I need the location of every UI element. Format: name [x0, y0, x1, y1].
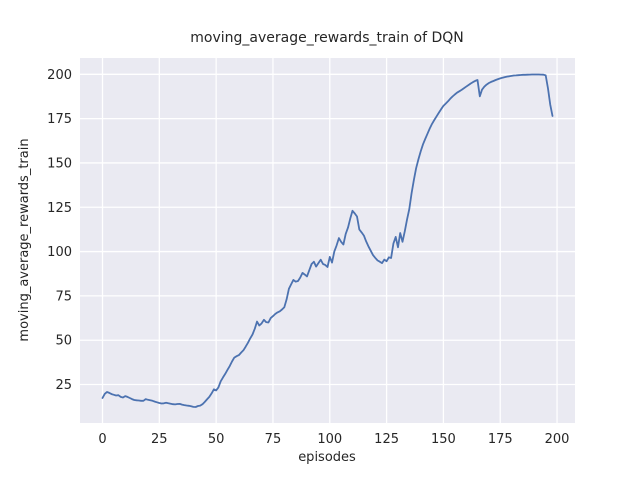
x-tick-label: 50	[208, 432, 225, 447]
y-tick-label: 200	[47, 68, 72, 83]
x-axis-label: episodes	[298, 450, 356, 465]
x-tick-label: 75	[265, 432, 282, 447]
x-tick-label: 200	[545, 432, 570, 447]
y-tick-label: 75	[55, 289, 72, 304]
x-tick-label: 100	[317, 432, 342, 447]
y-tick-label: 175	[47, 112, 72, 127]
tick-label-layer: 0 25 50 75 100 125 150 175 200 25 50 75 100 125 150 175…	[47, 68, 569, 447]
x-tick-label: 0	[98, 432, 106, 447]
x-tick-label: 125	[374, 432, 399, 447]
chart-title: moving_average_rewards_train of DQN	[190, 30, 464, 46]
x-tick-label: 150	[431, 432, 456, 447]
y-axis-label: moving_average_rewards_train	[17, 138, 32, 341]
y-tick-label: 150	[47, 156, 72, 171]
data-line-moving-average-rewards	[101, 73, 554, 408]
y-tick-label: 125	[47, 201, 72, 216]
x-tick-label: 25	[151, 432, 168, 447]
y-tick-label: 50	[55, 334, 72, 349]
x-tick-label: 175	[488, 432, 513, 447]
grid-layer	[80, 58, 575, 423]
y-tick-label: 25	[55, 378, 72, 393]
y-tick-label: 100	[47, 245, 72, 260]
